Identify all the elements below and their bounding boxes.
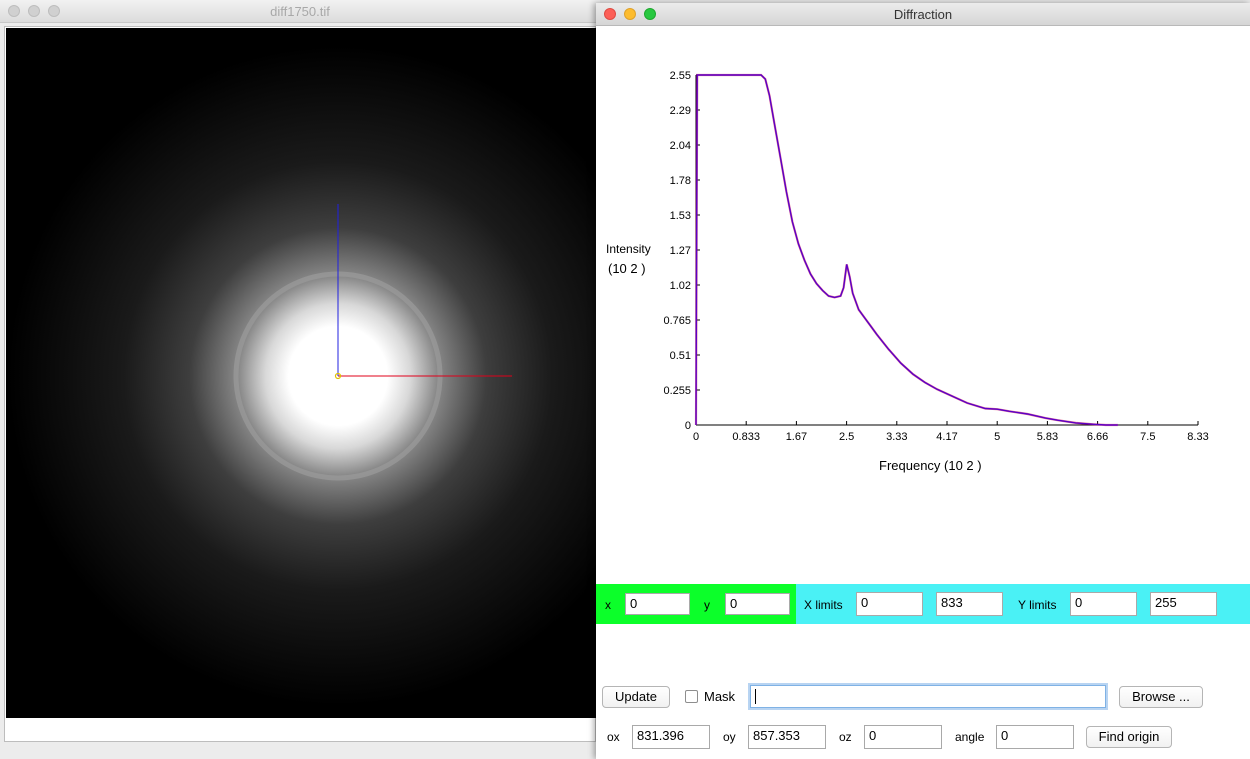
series-shadow-line <box>694 73 1118 427</box>
y-axis-label: Intensity <box>606 242 651 256</box>
intensity-chart[interactable]: 0 0.833 1.67 2.5 3.33 4.17 5 5.83 6.66 7.5 8.33 0 0.… <box>596 25 1250 495</box>
oy-label: oy <box>723 730 736 744</box>
ox-label: ox <box>607 730 620 744</box>
x-limits-label: X limits <box>804 598 843 612</box>
y-limit-max-field[interactable]: 255 <box>1150 592 1217 616</box>
x-limit-max-field[interactable]: 833 <box>936 592 1003 616</box>
image-window-title: diff1750.tif <box>270 4 330 19</box>
origin-marker[interactable] <box>334 372 342 380</box>
y-tick-label: 1.53 <box>670 210 691 222</box>
mask-checkbox[interactable] <box>685 690 698 703</box>
diffraction-image[interactable] <box>6 28 596 718</box>
angle-label: angle <box>955 730 985 744</box>
minimize-window-button[interactable] <box>28 5 40 17</box>
oy-field[interactable]: 857.353 <box>748 725 826 749</box>
oz-label: oz <box>839 730 852 744</box>
x-tick-label: 1.67 <box>786 431 807 443</box>
x-tick-label: 6.66 <box>1087 431 1108 443</box>
y-tick-label: 1.78 <box>670 175 691 187</box>
x-tick-label: 0 <box>693 431 699 443</box>
close-window-button[interactable] <box>604 8 616 20</box>
x-limit-min-field[interactable]: 0 <box>856 592 923 616</box>
y-coordinate-label: y <box>704 598 710 612</box>
x-tick-label: 3.33 <box>886 431 907 443</box>
x-tick-label: 8.33 <box>1187 431 1208 443</box>
x-coordinate-label: x <box>605 598 611 612</box>
y-tick-label: 1.02 <box>670 280 691 292</box>
y-tick-label: 2.55 <box>670 70 691 82</box>
y-tick-label: 0 <box>685 420 691 432</box>
diffraction-window: Diffraction 0 0.833 1.67 2.5 3.33 4.17 5 5.83 6.… <box>596 3 1250 759</box>
x-tick-label: 2.5 <box>839 431 854 443</box>
diffraction-glow <box>6 28 596 718</box>
close-window-button[interactable] <box>8 5 20 17</box>
x-tick-label: 5 <box>994 431 1000 443</box>
zoom-window-button[interactable] <box>48 5 60 17</box>
mask-path-field[interactable] <box>750 685 1106 708</box>
mask-label: Mask <box>704 689 736 704</box>
x-coordinate-field[interactable]: 0 <box>625 593 690 615</box>
x-tick-label: 5.83 <box>1037 431 1058 443</box>
find-origin-button[interactable]: Find origin <box>1086 726 1172 748</box>
y-tick-label: 2.29 <box>670 105 691 117</box>
x-axis-label: Frequency (10 2 ) <box>879 458 982 473</box>
diffraction-window-titlebar: Diffraction <box>596 3 1250 26</box>
update-button[interactable]: Update <box>602 686 670 708</box>
y-tick-label: 0.51 <box>670 350 691 362</box>
x-tick-label: 7.5 <box>1140 431 1155 443</box>
text-caret <box>755 689 756 705</box>
zoom-window-button[interactable] <box>644 8 656 20</box>
x-tick-label: 0.833 <box>732 431 760 443</box>
y-tick-label: 1.27 <box>670 245 691 257</box>
y-tick-label: 2.04 <box>670 140 691 152</box>
y-coordinate-field[interactable]: 0 <box>725 593 790 615</box>
y-limits-label: Y limits <box>1018 598 1057 612</box>
ox-field[interactable]: 831.396 <box>632 725 710 749</box>
oz-field[interactable]: 0 <box>864 725 942 749</box>
image-window: diff1750.tif <box>0 0 600 759</box>
intensity-series-line <box>695 74 1118 426</box>
y-limit-min-field[interactable]: 0 <box>1070 592 1137 616</box>
x-tick-label: 4.17 <box>936 431 957 443</box>
browse-button[interactable]: Browse ... <box>1119 686 1203 708</box>
y-tick-label: 0.255 <box>663 385 691 397</box>
image-window-titlebar: diff1750.tif <box>0 0 600 23</box>
y-tick-label: 0.765 <box>663 315 691 327</box>
diffraction-window-title: Diffraction <box>893 7 953 22</box>
minimize-window-button[interactable] <box>624 8 636 20</box>
angle-field[interactable]: 0 <box>996 725 1074 749</box>
y-axis-unit-label: (10 2 ) <box>608 261 646 276</box>
